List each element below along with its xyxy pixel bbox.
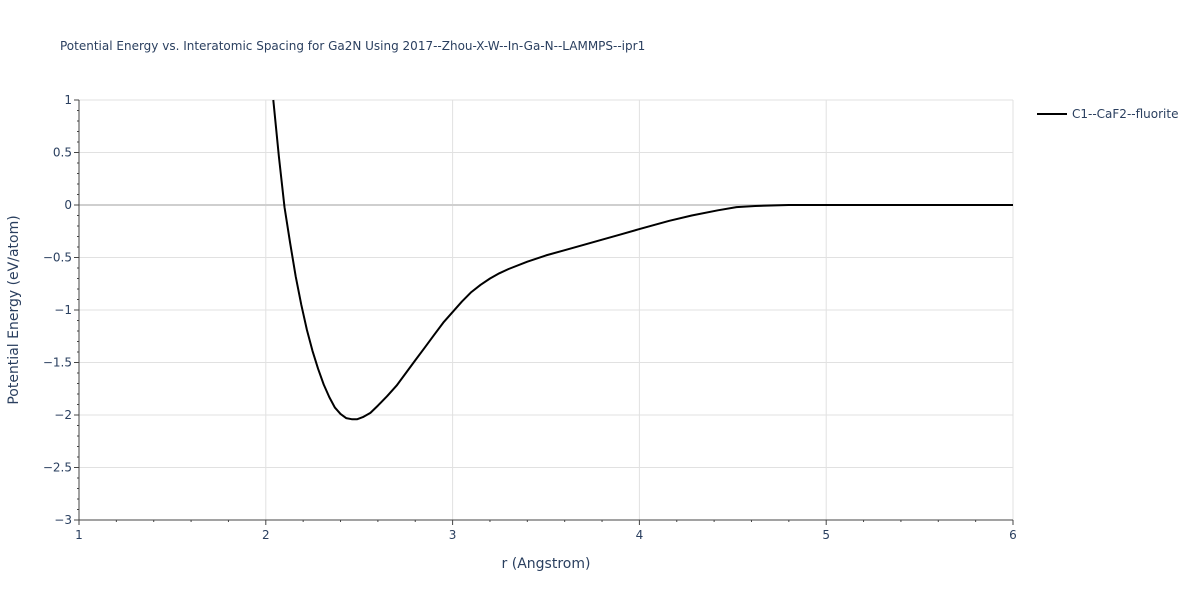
legend-label: C1--CaF2--fluorite <box>1072 107 1178 121</box>
series-line <box>272 99 1013 421</box>
grid-layer <box>79 99 1014 520</box>
x-tick-label: 4 <box>636 528 644 542</box>
chart-title: Potential Energy vs. Interatomic Spacing… <box>60 39 645 53</box>
x-tick-label: 2 <box>262 528 270 542</box>
x-axis-title: r (Angstrom) <box>502 556 591 572</box>
series-layer <box>272 99 1013 421</box>
axis-layer: 1 2 3 4 5 6 1 0.5 0 −0.5 −1 −1.5 −2 −2.5 −3 <box>43 93 1017 542</box>
x-tick-label: 1 <box>75 528 83 542</box>
legend[interactable]: C1--CaF2--fluorite <box>1037 107 1178 121</box>
x-tick-label: 6 <box>1009 528 1017 542</box>
y-tick-label: −1.5 <box>43 356 72 370</box>
y-tick-label: −0.5 <box>43 251 72 265</box>
y-tick-label: 1 <box>64 93 72 107</box>
y-tick-label: −2 <box>54 408 72 422</box>
y-tick-label: −2.5 <box>43 461 72 475</box>
y-axis-title: Potential Energy (eV/atom) <box>6 215 22 404</box>
x-tick-label: 5 <box>822 528 830 542</box>
x-tick-label: 3 <box>449 528 457 542</box>
y-tick-label: 0.5 <box>53 146 72 160</box>
y-tick-label: −3 <box>54 513 72 527</box>
y-tick-label: 0 <box>64 198 72 212</box>
y-tick-label: −1 <box>54 303 72 317</box>
